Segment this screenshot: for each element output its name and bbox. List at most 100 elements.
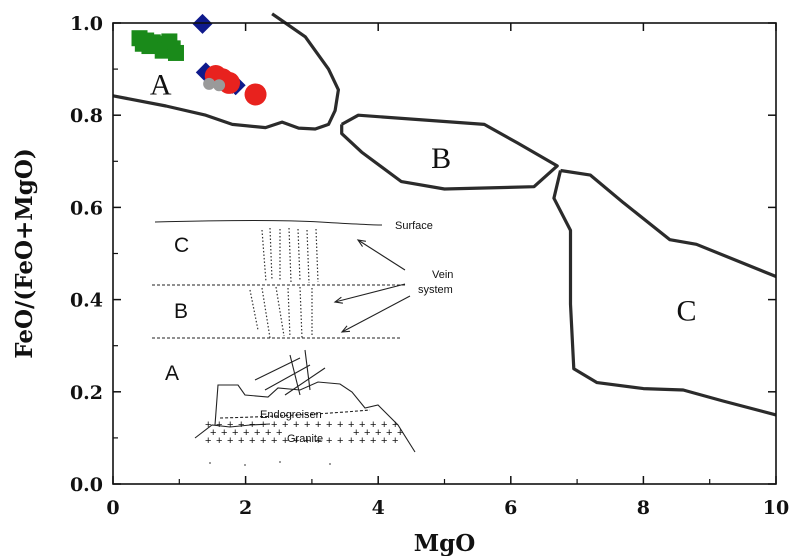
- data-point-square: [134, 35, 151, 52]
- inset-vein-label: Vein: [432, 269, 453, 281]
- inset-vein-stroke: [261, 287, 271, 339]
- inset-vein-stroke: [287, 287, 291, 338]
- x-tick-label: 8: [637, 497, 650, 519]
- inset-granite-cross: +: [359, 419, 365, 431]
- inset-arrow-line: [341, 295, 411, 333]
- inset-granite-cross: +: [210, 427, 216, 439]
- inset-granite-cross: +: [243, 427, 249, 439]
- inset-fracture-stroke: [264, 364, 311, 391]
- inset-granite-cross: +: [375, 427, 381, 439]
- x-tick-label: 4: [372, 497, 385, 519]
- x-axis-title: MgO: [414, 530, 476, 556]
- inset-granite-cross: +: [205, 435, 211, 447]
- inset-granite-cross: +: [348, 419, 354, 431]
- data-point-circle: [203, 77, 216, 90]
- inset-granite-cross: +: [265, 427, 271, 439]
- data-point-square: [161, 33, 178, 50]
- x-tick-label: 2: [239, 497, 252, 519]
- field-c-label: C: [676, 294, 696, 327]
- inset-endogreisen-label: Endogreisen: [260, 409, 322, 421]
- inset-granite-cross: +: [370, 419, 376, 431]
- inset-vein-stroke: [297, 228, 301, 282]
- inset-granite-cross: +: [260, 419, 266, 431]
- inset-arrow-head: [356, 239, 366, 247]
- inset-granite-cross: +: [315, 419, 321, 431]
- inset-vein-stroke: [315, 228, 319, 283]
- inset-granite-cross: +: [353, 427, 359, 439]
- inset-granite-cross: +: [326, 419, 332, 431]
- inset-granite-cross: +: [276, 427, 282, 439]
- inset-vein-stroke: [288, 227, 292, 283]
- data-points: [131, 13, 267, 106]
- inset-granite-cross: +: [392, 435, 398, 447]
- inset-granite-cross: +: [392, 419, 398, 431]
- inset-granite-cross: +: [271, 435, 277, 447]
- inset-fracture-stroke: [289, 354, 301, 396]
- inset-vein-stroke: [249, 289, 259, 331]
- y-tick-label: 0.4: [70, 290, 103, 312]
- inset-granite-outline: [214, 381, 416, 453]
- inset-speck: [209, 462, 211, 464]
- inset-granite-cross: +: [205, 419, 211, 431]
- inset-granite-cross: +: [315, 435, 321, 447]
- inset-zone-label-a: A: [165, 362, 179, 385]
- field-a-boundary: [112, 12, 340, 131]
- inset-granite-cross: +: [364, 427, 370, 439]
- inset-granite-cross: +: [232, 427, 238, 439]
- inset-vein-stroke: [299, 286, 303, 339]
- inset-granite-cross: +: [381, 419, 387, 431]
- inset-granite-cross: +: [216, 419, 222, 431]
- field-c-upper-boundary: [560, 168, 777, 278]
- data-point-diamond: [192, 13, 213, 34]
- inset-granite-label: Granite: [287, 433, 323, 445]
- field-c-lower-boundary: [552, 170, 777, 417]
- inset-granite-contact: [194, 423, 271, 439]
- inset-granite-cross: +: [238, 435, 244, 447]
- inset-granite-cross: +: [386, 427, 392, 439]
- y-tick-label: 0.8: [70, 105, 103, 127]
- field-b-boundary: [340, 113, 559, 191]
- inset-granite-cross: +: [326, 435, 332, 447]
- inset-granite-cross: +: [381, 435, 387, 447]
- inset-zone-label-b: B: [174, 300, 188, 323]
- inset-zone-label-c: C: [174, 234, 189, 257]
- inset-granite-cross: +: [337, 419, 343, 431]
- x-tick-label: 0: [106, 497, 119, 519]
- inset-granite-cross: +: [337, 435, 343, 447]
- inset-granite-cross: +: [216, 435, 222, 447]
- chart-text: 0 2 4 6 8 10 0.0 0.2 0.4 0.6 0.8 1.0 MgO FeO/(FeO+MgO…: [11, 13, 789, 556]
- y-axis-title: FeO/(FeO+MgO): [11, 148, 38, 359]
- y-tick-label: 0.2: [70, 382, 103, 404]
- inset-granite-cross: +: [282, 419, 288, 431]
- inset-arrow-line: [334, 283, 406, 303]
- tectonic-fields: A B C: [112, 12, 777, 417]
- inset-surface-line: [154, 219, 383, 226]
- inset-granite-cross: +: [293, 419, 299, 431]
- inset-granite-cross: +: [249, 435, 255, 447]
- inset-fracture-stroke: [254, 357, 301, 381]
- data-point-circle: [213, 79, 226, 92]
- plot-axes: [112, 22, 777, 485]
- field-a-label: A: [150, 68, 172, 101]
- inset-vein-stroke: [275, 286, 285, 337]
- inset-granite-cross: +: [397, 427, 403, 439]
- inset-arrow-head: [340, 325, 351, 333]
- inset-granite-cross: +: [282, 435, 288, 447]
- data-point-circle: [244, 83, 267, 106]
- inset-granite-cross: +: [304, 419, 310, 431]
- plot-frame: [112, 22, 777, 485]
- inset-granite-cross: +: [359, 435, 365, 447]
- inset-granite-cross: +: [227, 435, 233, 447]
- inset-granite-cross: +: [249, 419, 255, 431]
- x-tick-label: 10: [763, 497, 789, 519]
- inset-granite-cross: +: [348, 435, 354, 447]
- inset-granite-cross: +: [227, 419, 233, 431]
- inset-speck: [244, 464, 246, 466]
- inset-granite-cross: +: [260, 435, 266, 447]
- y-tick-label: 1.0: [70, 13, 103, 35]
- inset-vein-stroke: [261, 229, 267, 283]
- inset-vein-stroke: [306, 229, 310, 284]
- field-b-label: B: [431, 142, 451, 175]
